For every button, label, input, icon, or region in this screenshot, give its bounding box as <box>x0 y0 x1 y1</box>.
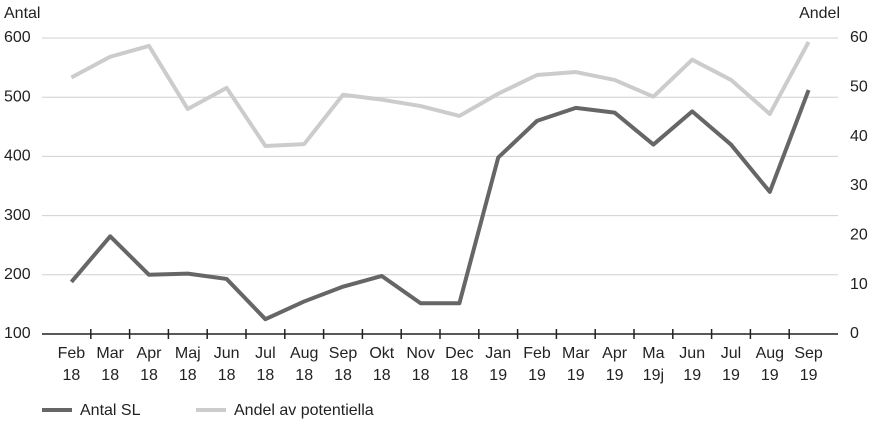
x-tick-label: Jun <box>679 345 705 362</box>
x-tick-label: 19 <box>761 367 779 384</box>
y-tick-label: 200 <box>4 266 31 283</box>
x-tick-label: Okt <box>369 345 394 362</box>
y-tick-label: 100 <box>4 325 31 342</box>
y2-tick-label: 50 <box>850 79 868 96</box>
x-tick-label: Jul <box>255 345 275 362</box>
y-tick-label: 500 <box>4 88 31 105</box>
x-tick-label: 19 <box>567 367 585 384</box>
x-tick-label: 18 <box>334 367 352 384</box>
x-tick-label: Jan <box>485 345 511 362</box>
x-tick-label: 18 <box>295 367 313 384</box>
x-tick-label: 18 <box>412 367 430 384</box>
y-tick-label: 600 <box>4 29 31 46</box>
x-tick-label: Dec <box>445 345 473 362</box>
line-series <box>70 40 811 149</box>
x-tick-label: 19 <box>683 367 701 384</box>
y2-tick-label: 40 <box>850 128 868 145</box>
x-tick-label: 19 <box>528 367 546 384</box>
x-tick-label: 18 <box>63 367 81 384</box>
y-tick-label: 300 <box>4 207 31 224</box>
x-tick-label: Aug <box>290 345 318 362</box>
x-tick-label: 19 <box>489 367 507 384</box>
x-tick-label: 18 <box>179 367 197 384</box>
x-tick-label: Sep <box>794 345 823 362</box>
x-tick-label: 18 <box>218 367 236 384</box>
line-series <box>69 89 811 322</box>
legend-label: Andel av potentiella <box>234 402 374 419</box>
x-tick-label: 19j <box>643 367 664 384</box>
y-tick-label: 400 <box>4 148 31 165</box>
x-tick-label: Apr <box>602 345 628 362</box>
y2-tick-label: 10 <box>850 276 868 293</box>
x-tick-label: 18 <box>373 367 391 384</box>
y2-tick-label: 0 <box>850 325 859 342</box>
x-tick-label: 18 <box>101 367 119 384</box>
x-tick-label: Nov <box>406 345 434 362</box>
x-tick-label: Ma <box>642 345 664 362</box>
x-tick-label: Sep <box>329 345 358 362</box>
x-tick-label: Feb <box>523 345 551 362</box>
y2-tick-label: 30 <box>850 177 868 194</box>
x-tick-label: 19 <box>722 367 740 384</box>
x-tick-label: 18 <box>451 367 469 384</box>
y2-axis-label: Andel <box>799 5 840 22</box>
y2-tick-label: 20 <box>850 227 868 244</box>
x-tick-label: 19 <box>606 367 624 384</box>
y2-tick-label: 60 <box>850 29 868 46</box>
y-axis-label: Antal <box>4 5 40 22</box>
x-tick-label: Mar <box>562 345 590 362</box>
x-tick-label: 18 <box>140 367 158 384</box>
x-tick-label: Aug <box>756 345 784 362</box>
x-tick-label: 19 <box>800 367 818 384</box>
x-tick-label: Jul <box>721 345 741 362</box>
x-tick-label: Apr <box>137 345 163 362</box>
x-tick-label: Jun <box>214 345 240 362</box>
legend-label: Antal SL <box>80 402 141 419</box>
x-tick-label: Feb <box>58 345 86 362</box>
x-tick-label: Maj <box>175 345 201 362</box>
x-tick-label: 18 <box>257 367 275 384</box>
x-tick-label: Mar <box>96 345 124 362</box>
